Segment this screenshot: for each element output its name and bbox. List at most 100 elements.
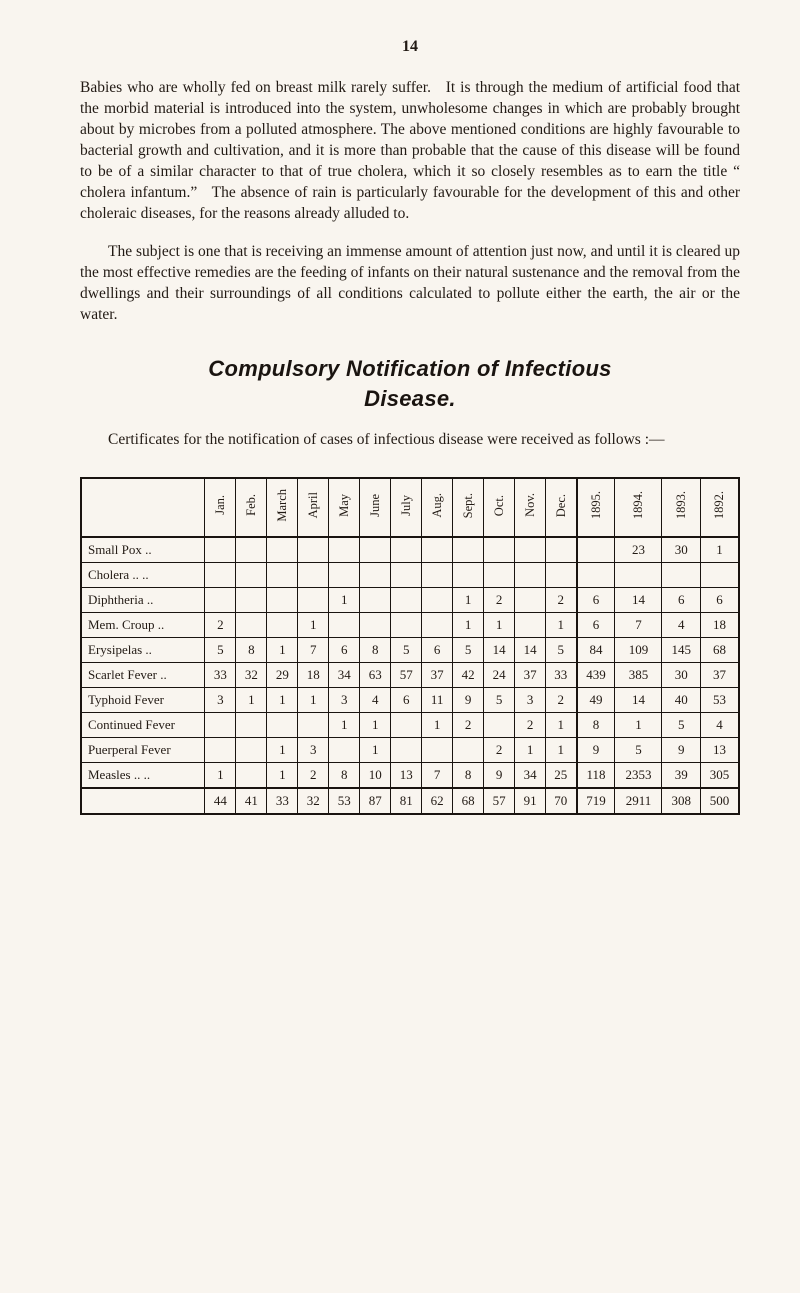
table-cell: 6 — [422, 637, 453, 662]
table-cell — [236, 587, 267, 612]
table-cell: 81 — [391, 788, 422, 814]
table-cell: 6 — [577, 612, 615, 637]
table-cell — [577, 562, 615, 587]
table-cell: 30 — [662, 662, 700, 687]
table-cell — [662, 562, 700, 587]
table-cell — [422, 537, 453, 563]
table-row: Puerperal Fever13121195913 — [81, 737, 739, 762]
col-3: March — [276, 483, 289, 528]
table-body: Small Pox ..23301Cholera .. ..Diphtheria… — [81, 537, 739, 814]
col-13: 1895. — [590, 485, 603, 525]
table-cell: 91 — [515, 788, 546, 814]
table-cell — [267, 712, 298, 737]
table-cell: 3 — [298, 737, 329, 762]
table-cell: 13 — [391, 762, 422, 788]
col-1892: 1892. — [700, 478, 739, 537]
table-cell: 6 — [329, 637, 360, 662]
table-row: Cholera .. .. — [81, 562, 739, 587]
table-cell: 33 — [205, 662, 236, 687]
table-cell: 8 — [577, 712, 615, 737]
table-cell: 5 — [391, 637, 422, 662]
table-cell — [515, 612, 546, 637]
table-header-row: Jan. Feb. March April May June July Aug.… — [81, 478, 739, 537]
col-16: 1892. — [713, 485, 726, 525]
table-cell: 2 — [298, 762, 329, 788]
table-cell — [360, 562, 391, 587]
table-cell: 84 — [577, 637, 615, 662]
table-head: Jan. Feb. March April May June July Aug.… — [81, 478, 739, 537]
table-cell — [391, 562, 422, 587]
table-cell: 2 — [205, 612, 236, 637]
table-cell: 14 — [515, 637, 546, 662]
table-cell — [205, 712, 236, 737]
table-cell: 7 — [615, 612, 662, 637]
table-cell: 14 — [615, 587, 662, 612]
table-cell: 5 — [484, 687, 515, 712]
col-6: June — [369, 488, 382, 523]
table-cell — [700, 562, 739, 587]
table-cell: 2 — [546, 687, 577, 712]
table-cell — [267, 587, 298, 612]
table-cell — [391, 712, 422, 737]
table-cell — [267, 612, 298, 637]
table-cell: 1 — [236, 687, 267, 712]
table-cell — [484, 562, 515, 587]
table-cell: 2 — [484, 737, 515, 762]
table-cell — [205, 737, 236, 762]
col-12: Dec. — [555, 488, 568, 523]
table-row: Diphtheria ..112261466 — [81, 587, 739, 612]
table-cell: 1 — [329, 712, 360, 737]
table-cell: 18 — [700, 612, 739, 637]
table-cell: 6 — [391, 687, 422, 712]
table-cell: 1 — [267, 737, 298, 762]
col-11: Nov. — [524, 487, 537, 523]
table-cell — [360, 612, 391, 637]
table-cell: 109 — [615, 637, 662, 662]
table-cell: 6 — [662, 587, 700, 612]
col-4: April — [307, 486, 320, 524]
table-cell: 23 — [615, 537, 662, 563]
table-cell: 2 — [515, 712, 546, 737]
table-cell: 2911 — [615, 788, 662, 814]
table-cell: 5 — [546, 637, 577, 662]
table-cell — [546, 562, 577, 587]
paragraph-3: Certificates for the notification of cas… — [80, 430, 740, 451]
table-cell: 9 — [662, 737, 700, 762]
table-cell — [453, 537, 484, 563]
table-cell: 68 — [700, 637, 739, 662]
table-cell: 1 — [298, 612, 329, 637]
table-cell: 500 — [700, 788, 739, 814]
col-14: 1894. — [632, 485, 645, 525]
table-cell — [360, 537, 391, 563]
table-row: Typhoid Fever311134611953249144053 — [81, 687, 739, 712]
col-feb: Feb. — [236, 478, 267, 537]
table-cell — [329, 537, 360, 563]
table-cell: 4 — [360, 687, 391, 712]
table-cell: 34 — [515, 762, 546, 788]
table-cell: Typhoid Fever — [81, 687, 205, 712]
table-cell: 3 — [515, 687, 546, 712]
table-cell: 1 — [700, 537, 739, 563]
table-cell: 42 — [453, 662, 484, 687]
page-number: 14 — [80, 38, 740, 56]
table-cell: 29 — [267, 662, 298, 687]
table-cell — [422, 562, 453, 587]
table-cell — [298, 562, 329, 587]
section-heading-line1: Compulsory Notification of Infectious — [80, 356, 740, 382]
table-cell: 37 — [515, 662, 546, 687]
table-cell: Continued Fever — [81, 712, 205, 737]
section-heading-line2: Disease. — [80, 386, 740, 412]
table-cell — [577, 537, 615, 563]
table-cell — [391, 737, 422, 762]
table-cell: 8 — [329, 762, 360, 788]
table-cell — [329, 562, 360, 587]
table-cell — [329, 612, 360, 637]
table-cell: 57 — [391, 662, 422, 687]
col-dec: Dec. — [546, 478, 577, 537]
col-1: Jan. — [214, 489, 227, 521]
table-cell — [615, 562, 662, 587]
table-cell: 32 — [298, 788, 329, 814]
table-cell: 18 — [298, 662, 329, 687]
table-cell: 1 — [298, 687, 329, 712]
table-cell — [515, 587, 546, 612]
